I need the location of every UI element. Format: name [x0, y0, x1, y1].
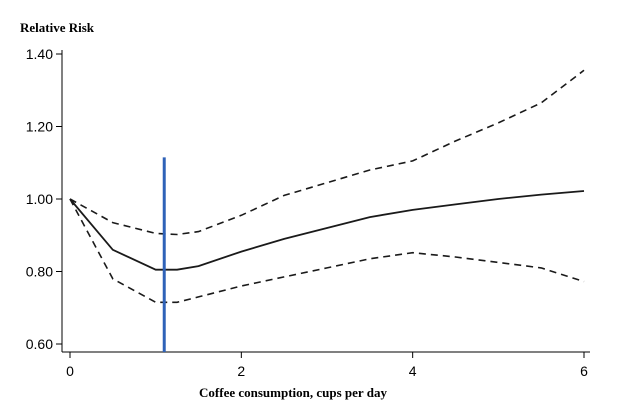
- upper-ci-line: [69, 69, 585, 236]
- lower-ci-line: [69, 198, 585, 304]
- estimate-line: [69, 190, 585, 271]
- y-tick-label: 1.00: [26, 191, 53, 207]
- y-tick-label: 1.40: [26, 46, 53, 62]
- y-tick-label: 0.80: [26, 264, 53, 280]
- x-tick-label: 6: [580, 363, 588, 379]
- y-ticks: 0.60 0.80 1.00 1.20 1.40: [26, 46, 62, 352]
- x-axis-title: Coffee consumption, cups per day: [199, 385, 387, 400]
- y-tick-label: 0.60: [26, 336, 53, 352]
- x-tick-label: 4: [409, 363, 417, 379]
- x-ticks: 0 2 4 6: [66, 352, 588, 379]
- x-tick-label: 0: [66, 363, 74, 379]
- y-axis-title: Relative Risk: [20, 20, 95, 35]
- x-tick-label: 2: [237, 363, 245, 379]
- series-group: [69, 69, 585, 304]
- plot-area: 0.60 0.80 1.00 1.20 1.40 0 2 4 6: [26, 46, 590, 379]
- y-tick-label: 1.20: [26, 119, 53, 135]
